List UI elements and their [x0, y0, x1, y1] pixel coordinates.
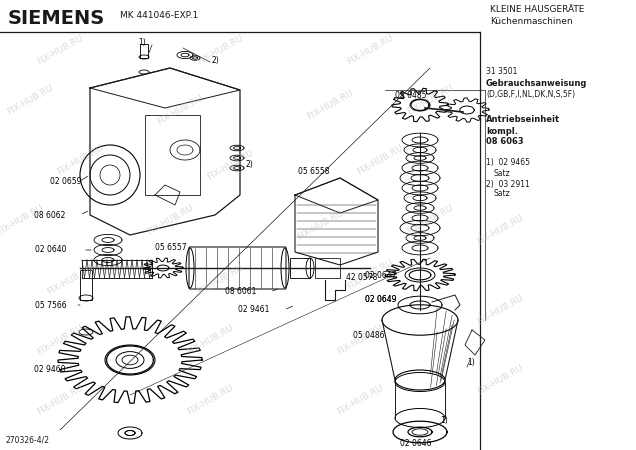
- Text: 31 3501: 31 3501: [486, 68, 517, 76]
- Text: 05 0486: 05 0486: [353, 330, 385, 339]
- Text: 05 6558: 05 6558: [298, 167, 329, 176]
- Text: 1): 1): [467, 359, 474, 368]
- Text: 08 6062: 08 6062: [34, 211, 66, 220]
- Text: FIX-HUB.RU: FIX-HUB.RU: [405, 83, 455, 117]
- Text: FIX-HUB.RU: FIX-HUB.RU: [186, 323, 235, 357]
- Text: 02 9461: 02 9461: [238, 306, 270, 315]
- Text: Antriebseinheit: Antriebseinheit: [486, 116, 560, 125]
- Bar: [315, 258, 340, 278]
- Text: 02 0646: 02 0646: [400, 438, 431, 447]
- Text: 1): 1): [440, 415, 448, 424]
- Text: 2): 2): [246, 161, 254, 170]
- Text: FIX-HUB.RU: FIX-HUB.RU: [335, 383, 385, 417]
- Text: 1)  02 9465: 1) 02 9465: [486, 158, 530, 167]
- Text: FIX-HUB.RU: FIX-HUB.RU: [335, 323, 385, 357]
- Text: FIX-HUB.RU: FIX-HUB.RU: [45, 263, 95, 297]
- Text: 08 6063: 08 6063: [486, 138, 523, 147]
- Text: 1): 1): [138, 37, 146, 46]
- Text: Küchenmaschinen: Küchenmaschinen: [490, 18, 572, 27]
- Bar: [145, 115, 200, 195]
- Text: MK 441046-EXP.1: MK 441046-EXP.1: [120, 12, 198, 21]
- Text: FIX-HUB.RU: FIX-HUB.RU: [0, 203, 45, 237]
- Text: Satz: Satz: [494, 168, 511, 177]
- Text: FIX-HUB.RU: FIX-HUB.RU: [155, 93, 205, 127]
- Text: FIX-HUB.RU: FIX-HUB.RU: [195, 263, 245, 297]
- Text: Satz: Satz: [494, 189, 511, 198]
- Text: 02 0659: 02 0659: [50, 177, 81, 186]
- Text: SIEMENS: SIEMENS: [8, 9, 105, 27]
- Text: 05 7566: 05 7566: [35, 301, 67, 310]
- Text: FIX-HUB.RU: FIX-HUB.RU: [36, 323, 85, 357]
- Text: FIX-HUB.RU: FIX-HUB.RU: [475, 213, 525, 247]
- Bar: [140, 44, 148, 58]
- Text: (D,GB,F,I,NL,DK,N,S,5F): (D,GB,F,I,NL,DK,N,S,5F): [486, 90, 575, 99]
- Text: FIX-HUB.RU: FIX-HUB.RU: [36, 383, 85, 417]
- Bar: [290, 258, 310, 278]
- Text: FIX-HUB.RU: FIX-HUB.RU: [36, 33, 85, 67]
- Text: FIX-HUB.RU: FIX-HUB.RU: [475, 363, 525, 397]
- Text: 270326-4/2: 270326-4/2: [5, 436, 49, 445]
- Text: 02 0649: 02 0649: [365, 296, 396, 305]
- Text: Gebrauchsanweisung: Gebrauchsanweisung: [486, 80, 588, 89]
- Text: KLEINE HAUSGERÄTE: KLEINE HAUSGERÄTE: [490, 5, 584, 14]
- Text: 02 0640: 02 0640: [35, 246, 67, 255]
- Text: 02 0647: 02 0647: [365, 270, 396, 279]
- Text: FIX-HUB.RU: FIX-HUB.RU: [146, 203, 195, 237]
- Text: kompl.: kompl.: [486, 126, 518, 135]
- Text: 02 9460: 02 9460: [34, 365, 66, 374]
- Text: 2): 2): [212, 55, 220, 64]
- Text: FIX-HUB.RU: FIX-HUB.RU: [356, 143, 404, 177]
- Text: 05 6557: 05 6557: [155, 243, 186, 252]
- Text: FIX-HUB.RU: FIX-HUB.RU: [195, 33, 245, 67]
- Bar: [80, 270, 92, 300]
- Text: FIX-HUB.RU: FIX-HUB.RU: [205, 148, 254, 182]
- Text: 2)  03 2911: 2) 03 2911: [486, 180, 530, 189]
- Text: 02 0649: 02 0649: [365, 296, 396, 305]
- Text: FIX-HUB.RU: FIX-HUB.RU: [345, 258, 394, 292]
- Text: FIX-HUB.RU: FIX-HUB.RU: [305, 88, 355, 122]
- Text: FIX-HUB.RU: FIX-HUB.RU: [5, 83, 55, 117]
- Text: FIX-HUB.RU: FIX-HUB.RU: [475, 293, 525, 327]
- Text: FIX-HUB.RU: FIX-HUB.RU: [295, 208, 345, 242]
- Text: FIX-HUB.RU: FIX-HUB.RU: [186, 383, 235, 417]
- Text: FIX-HUB.RU: FIX-HUB.RU: [55, 143, 104, 177]
- Text: 42 0578: 42 0578: [346, 274, 377, 283]
- Text: 05 0485: 05 0485: [395, 90, 427, 99]
- Text: 08 6061: 08 6061: [225, 288, 256, 297]
- Text: FIX-HUB.RU: FIX-HUB.RU: [345, 33, 394, 67]
- Text: FIX-HUB.RU: FIX-HUB.RU: [405, 203, 455, 237]
